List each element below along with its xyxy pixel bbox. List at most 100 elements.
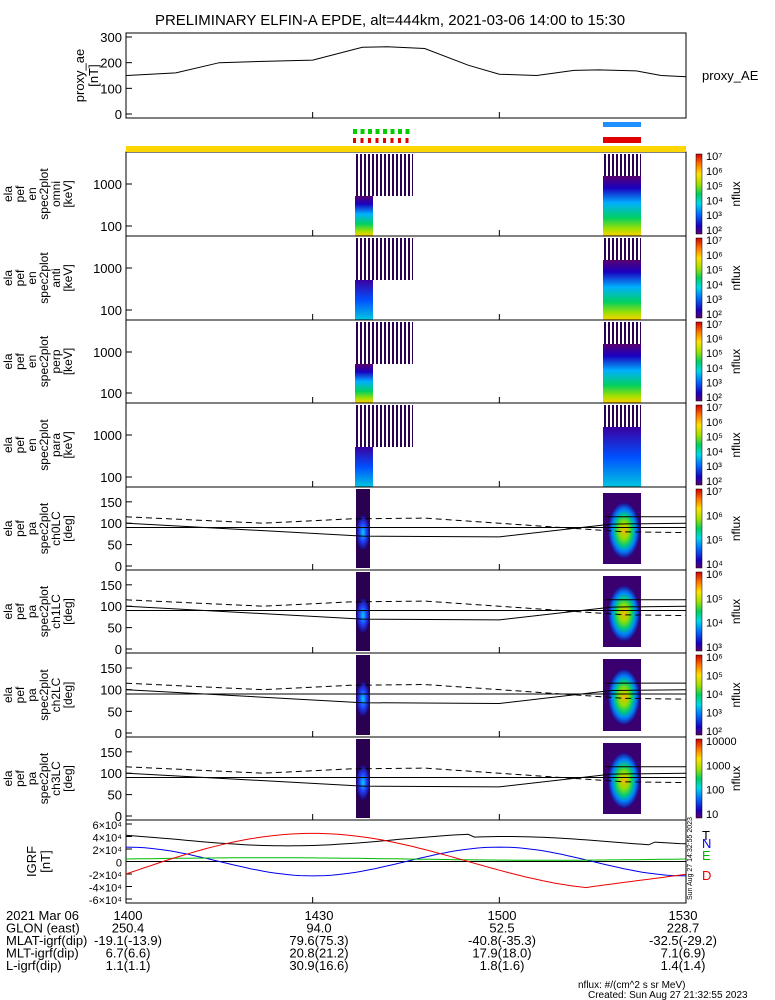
green-tick — [405, 129, 410, 134]
y-axis-label: elapefenspec2plotpara[keV] — [1, 419, 75, 471]
x-row-label: L-igrf(dip) — [6, 958, 62, 973]
y-axis-label-line: [nT] — [86, 64, 101, 86]
colorbar-tick-label: 10³ — [706, 210, 722, 222]
x-row-value: 1500 — [488, 908, 517, 923]
igrf-n-line — [125, 846, 687, 877]
y-axis-label-line: [deg] — [61, 598, 75, 625]
colorbar-tick-label: 10⁶ — [706, 569, 723, 581]
y-axis-label-line: ela — [1, 687, 15, 703]
loss-cone-line — [125, 605, 687, 621]
y-axis-label-line: ela — [1, 270, 15, 286]
y-axis-label-line: spec2plot — [37, 502, 51, 554]
y-axis-label-line: ch1LC — [49, 594, 63, 629]
colorbar-tick-label: 10⁷ — [706, 319, 722, 331]
green-tick — [360, 129, 365, 134]
y-tick-label: 1000 — [93, 428, 122, 443]
spectrogram-noise — [603, 322, 641, 344]
colorbar-tick-label: 10² — [706, 309, 722, 321]
colorbar-label: nflux — [729, 766, 743, 791]
colorbar-tick-label: 10⁴ — [706, 559, 723, 571]
spectrogram-noise — [355, 238, 413, 280]
y-tick-label: 6×10⁴ — [92, 820, 122, 832]
colorbar — [695, 153, 703, 235]
y-axis-label-line: para — [49, 433, 63, 457]
y-tick-label: 100 — [100, 219, 122, 234]
colorbar-tick-label: 10 — [706, 809, 718, 821]
colorbar-label: nflux — [729, 349, 743, 374]
x-row-value: 1400 — [114, 908, 143, 923]
y-axis-label-line: ch2LC — [49, 677, 63, 712]
spectrogram-noise — [355, 154, 413, 196]
x-row-label: GLON (east) — [6, 921, 80, 936]
colorbar-tick-label: 10³ — [706, 708, 722, 720]
spectrogram-blob — [355, 447, 373, 487]
colorbar-tick-label: 10² — [706, 392, 722, 404]
pa-blob — [356, 681, 370, 717]
x-row-value: 7.1(6.9) — [661, 946, 706, 961]
x-row-label: 2021 Mar 06 — [6, 908, 79, 923]
colorbar-label: nflux — [729, 181, 743, 206]
y-axis-label-line: [keV] — [61, 348, 75, 375]
colorbar-tick-label: 10⁶ — [706, 510, 723, 522]
y-axis-label-line: spec2plot — [37, 419, 51, 471]
y-axis-label-line: en — [25, 355, 39, 368]
y-tick-label: -2×10⁴ — [89, 870, 122, 882]
colorbar-tick-label: 10⁵ — [706, 265, 723, 277]
y-tick-label: 100 — [100, 766, 122, 781]
colorbar-tick-label: 10⁵ — [706, 181, 723, 193]
y-tick-label: 0 — [115, 107, 122, 122]
x-row-value: 17.9(18.0) — [472, 946, 531, 961]
y-tick-label: -4×10⁴ — [89, 883, 122, 895]
colorbar — [695, 571, 703, 652]
pa-blob — [608, 752, 640, 809]
y-axis-label-line: ela — [1, 770, 15, 786]
y-axis-label-line: [deg] — [61, 765, 75, 792]
colorbar-tick-label: 10⁶ — [706, 417, 723, 429]
y-axis-label-line: spec2plot — [37, 335, 51, 387]
x-row-value: 30.9(16.6) — [289, 958, 348, 973]
y-axis-label: elapefpaspec2plotch1LC[deg] — [1, 585, 75, 637]
colorbar-label: nflux — [729, 516, 743, 541]
colorbar — [695, 654, 703, 736]
y-axis-label: elapefenspec2plotomni[keV] — [1, 168, 75, 220]
spectrogram-blob — [603, 260, 641, 320]
green-tick — [398, 129, 402, 134]
y-axis-label-line: pef — [13, 436, 27, 453]
y-tick-label: 150 — [100, 578, 122, 593]
colorbar-tick-label: 10⁶ — [706, 250, 723, 262]
colorbar-tick-label: 10⁷ — [706, 235, 722, 247]
colorbar-tick-label: 10² — [706, 476, 722, 488]
y-axis-label-line: pef — [13, 686, 27, 703]
spectrogram-noise — [603, 405, 641, 427]
pa-blob — [608, 502, 640, 559]
colorbar-tick-label: 10⁶ — [706, 334, 723, 346]
green-tick-marks — [353, 129, 410, 134]
y-axis-label-line: pef — [13, 185, 27, 202]
colorbar-tick-label: 10⁵ — [706, 671, 723, 683]
x-row-label: MLAT-igrf(dip) — [6, 933, 87, 948]
y-tick-label: 100 — [100, 303, 122, 318]
pa-blob — [356, 597, 370, 634]
colorbar — [695, 321, 703, 402]
colorbar-tick-label: 10⁷ — [706, 151, 722, 163]
y-tick-label: 0 — [115, 726, 122, 741]
y-axis-label-line: ela — [1, 353, 15, 369]
y-axis-label: elapefpaspec2plotch0LC[deg] — [1, 502, 75, 554]
y-axis-label-line: en — [25, 438, 39, 451]
blue-bar — [603, 122, 641, 127]
y-axis-label-line: spec2plot — [37, 168, 51, 220]
colorbar-tick-label: 10³ — [706, 377, 722, 389]
y-tick-label: 0 — [115, 809, 122, 824]
proxy-ae-legend: proxy_AE — [702, 68, 759, 83]
y-tick-label: 0 — [115, 642, 122, 657]
panel-frame — [125, 486, 687, 571]
igrf-legend-t: T — [702, 828, 710, 843]
spectrogram-blob — [355, 196, 373, 236]
y-axis-label-line: ela — [1, 437, 15, 453]
igrf-t-line — [125, 833, 687, 847]
y-tick-label: 150 — [100, 661, 122, 676]
spectrogram-panel-6: 0 50 100 150 elapefpaspec2plotch1LC[deg] 10³ 1… — [1, 569, 743, 657]
y-axis-label: proxy_ae[nT] — [72, 49, 101, 102]
x-row-value: 1.8(1.6) — [480, 958, 525, 973]
colorbar-tick-label: 10⁷ — [706, 402, 722, 414]
